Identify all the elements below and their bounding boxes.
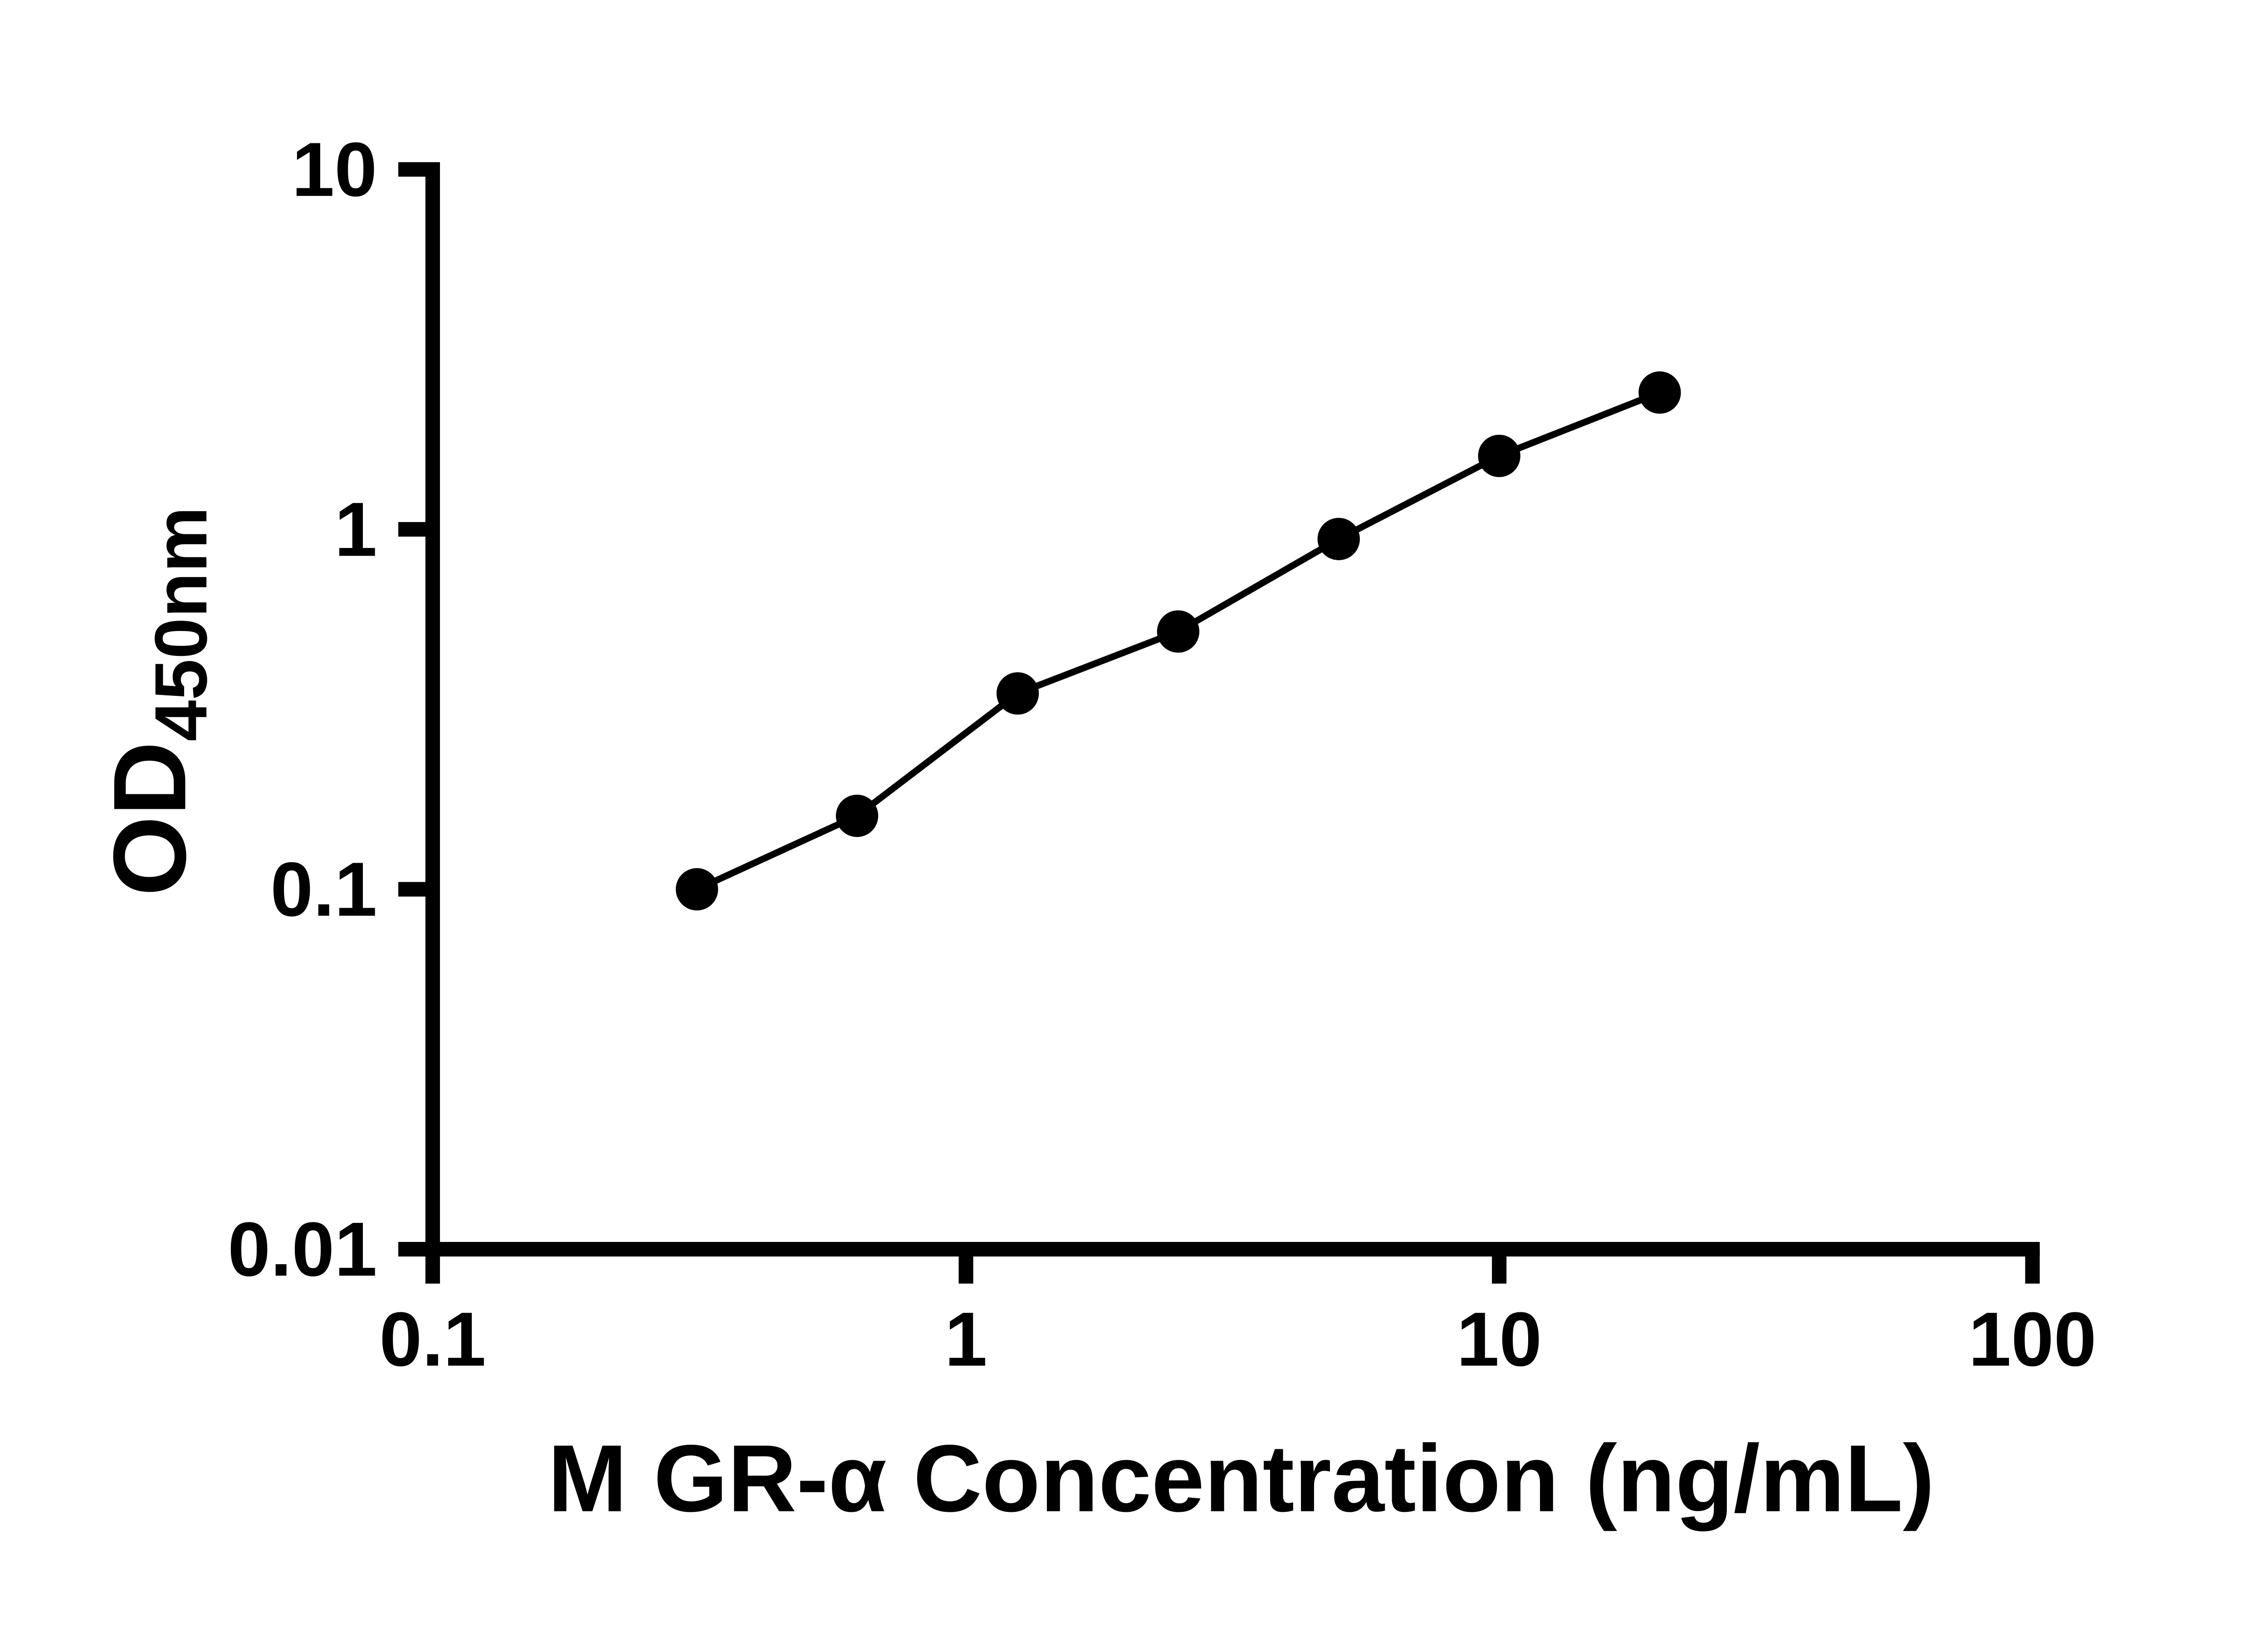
x-tick-label: 0.1	[379, 1296, 486, 1382]
y-tick-label: 0.1	[270, 846, 377, 932]
data-point	[836, 794, 879, 837]
x-tick-label: 1	[944, 1296, 987, 1382]
axis-spine	[425, 162, 2040, 1257]
x-tick-label: 10	[1457, 1296, 1542, 1382]
data-point	[996, 672, 1039, 715]
y-axis-title-main: OD	[92, 741, 207, 896]
y-axis-title: OD450nm	[92, 507, 222, 896]
data-point	[1157, 610, 1200, 653]
series-group	[675, 371, 1681, 911]
x-tick-label: 100	[1969, 1296, 2097, 1382]
data-point	[1317, 518, 1360, 560]
data-point	[1478, 435, 1520, 477]
y-axis-title-subscript: 450nm	[139, 507, 222, 742]
data-point	[675, 868, 719, 911]
y-tick-label: 10	[292, 127, 377, 212]
x-axis-title: M GR-α Concentration (ng/mL)	[548, 1425, 1935, 1532]
y-tick-label: 1	[334, 486, 377, 572]
data-point	[1638, 371, 1681, 414]
y-tick-label: 0.01	[228, 1206, 377, 1292]
